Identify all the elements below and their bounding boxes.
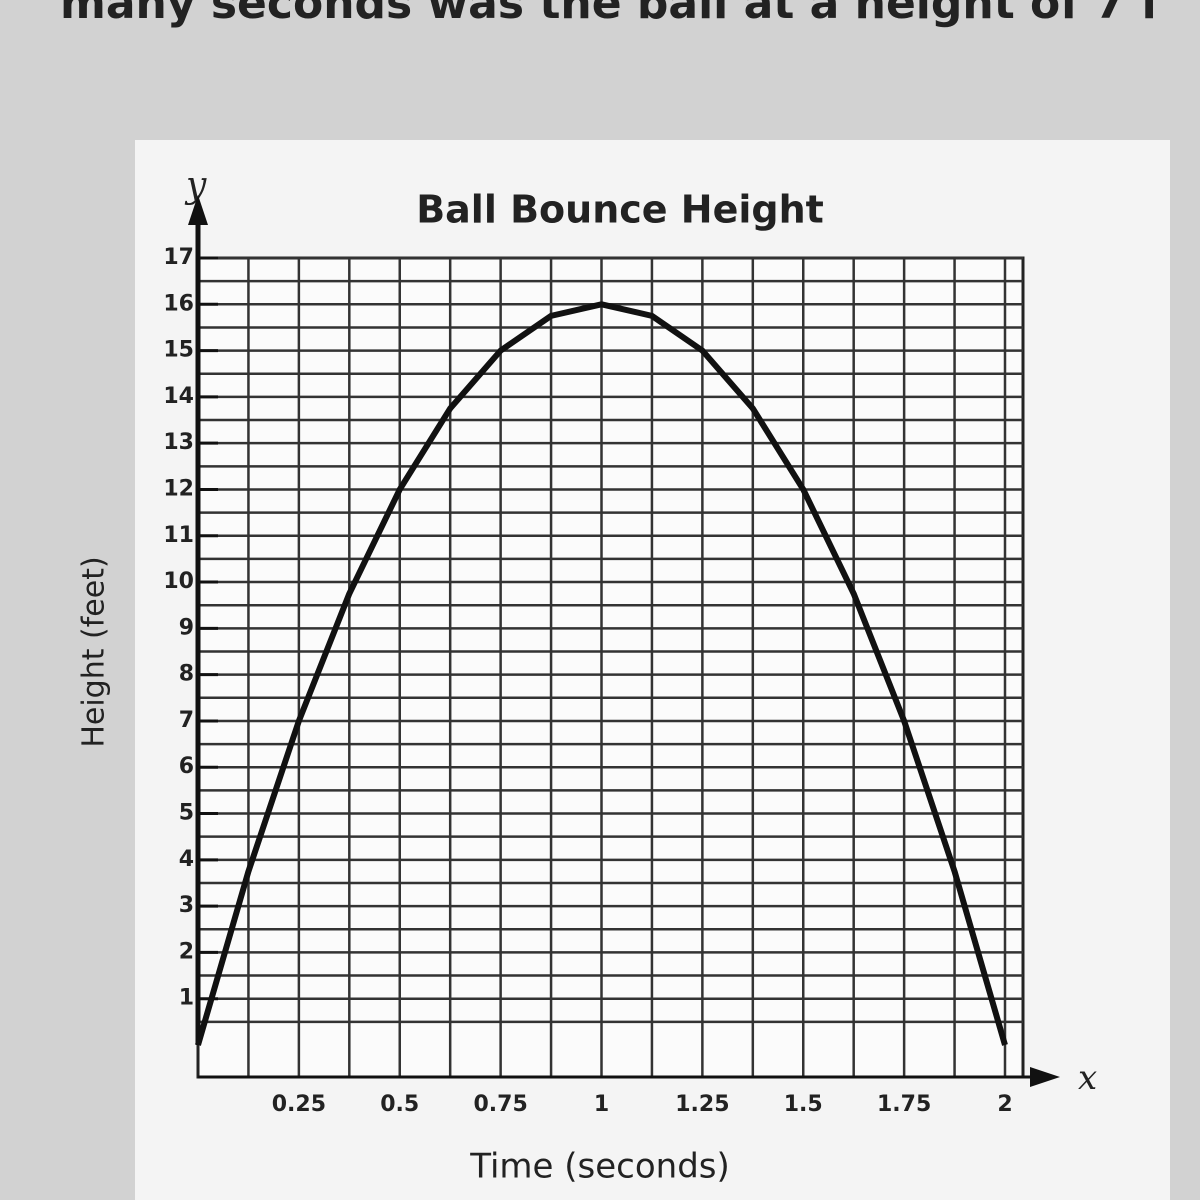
x-tick-label: 1 xyxy=(594,1092,609,1117)
y-tick-label: 8 xyxy=(179,662,194,687)
data-line xyxy=(195,301,1008,1046)
x-tick-label: 0.5 xyxy=(380,1092,419,1117)
y-tick-label: 11 xyxy=(163,523,194,548)
y-tick-label: 16 xyxy=(163,291,194,316)
x-tick-label: 1.5 xyxy=(784,1092,823,1117)
x-tick-label: 0.75 xyxy=(473,1092,527,1117)
y-tick-label: 1 xyxy=(179,986,194,1011)
y-tick-label: 4 xyxy=(179,847,194,872)
question-text: many seconds was the ball at a height of… xyxy=(60,0,1161,29)
x-tick-label: 2 xyxy=(997,1092,1012,1117)
y-tick-label: 14 xyxy=(163,384,194,409)
x-tick-label: 1.25 xyxy=(675,1092,729,1117)
x-tick-label: 0.25 xyxy=(272,1092,326,1117)
y-tick-label: 12 xyxy=(163,476,194,501)
y-tick-label: 15 xyxy=(163,338,194,363)
y-axis-letter: y xyxy=(184,165,207,206)
x-tick-label: 1.75 xyxy=(877,1092,931,1117)
y-tick-label: 13 xyxy=(163,430,194,455)
y-axis-arrow xyxy=(188,195,208,225)
y-tick-label: 5 xyxy=(179,801,194,826)
x-axis-label: Time (seconds) xyxy=(469,1147,730,1187)
x-axis-arrow xyxy=(1030,1067,1060,1087)
x-axis-letter: x xyxy=(1078,1058,1097,1098)
y-tick-label: 6 xyxy=(179,754,194,779)
y-tick-label: 9 xyxy=(179,615,194,640)
y-tick-label: 2 xyxy=(179,939,194,964)
y-tick-label: 3 xyxy=(179,893,194,918)
y-tick-label: 7 xyxy=(179,708,194,733)
chart-title: Ball Bounce Height xyxy=(416,188,824,232)
y-axis-label: Height (feet) xyxy=(77,556,112,747)
y-tick-label: 10 xyxy=(163,569,194,594)
y-tick-label: 17 xyxy=(163,245,194,270)
